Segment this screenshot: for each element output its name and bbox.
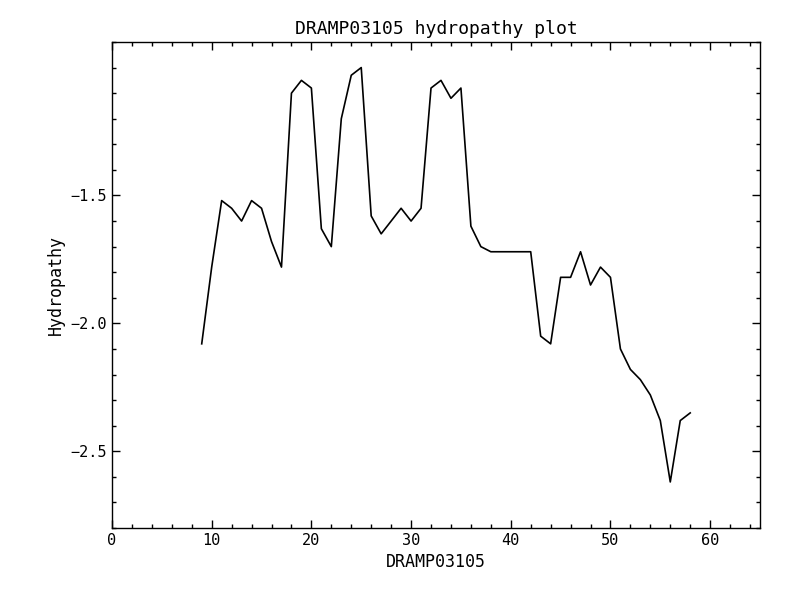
Title: DRAMP03105 hydropathy plot: DRAMP03105 hydropathy plot: [294, 20, 578, 38]
X-axis label: DRAMP03105: DRAMP03105: [386, 553, 486, 571]
Y-axis label: Hydropathy: Hydropathy: [47, 235, 65, 335]
